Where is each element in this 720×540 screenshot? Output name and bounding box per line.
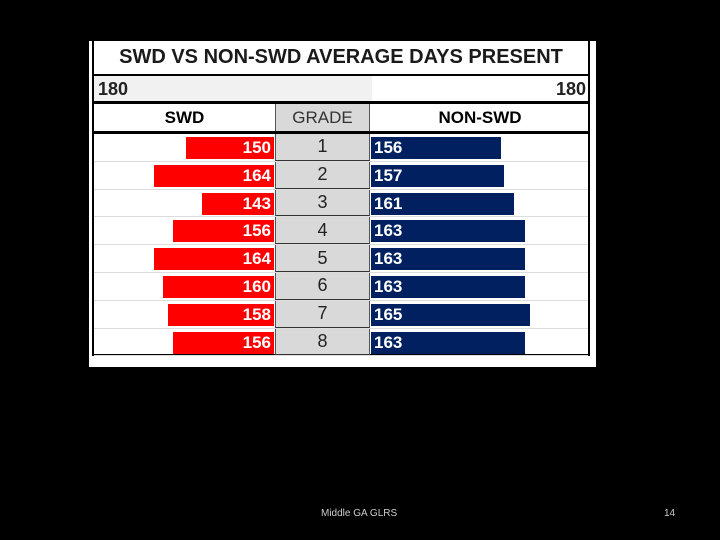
swd-bar: 164	[154, 164, 274, 187]
scale-right-max: 180	[555, 79, 586, 99]
grade-cell: 2	[275, 161, 370, 189]
non-swd-bar: 156	[371, 137, 501, 159]
scale-left-max: 180	[98, 79, 129, 99]
scale-row: 180 180	[94, 76, 588, 104]
table-row: 156 4 163	[94, 217, 588, 246]
column-header-row: SWD GRADE NON-SWD	[94, 104, 588, 134]
table-row: 150 1 156	[94, 134, 588, 162]
grade-cell: 6	[275, 272, 370, 300]
swd-bar: 158	[168, 303, 274, 326]
grade-cell: 3	[275, 189, 370, 217]
table-row: 160 6 163	[94, 272, 588, 301]
header-grade: GRADE	[275, 104, 370, 131]
header-swd: SWD	[164, 107, 205, 127]
swd-bar: 143	[202, 192, 274, 215]
swd-bar: 156	[173, 220, 274, 243]
grade-cell: 1	[275, 134, 370, 161]
non-swd-bar: 163	[371, 331, 525, 354]
grade-cell: 5	[275, 245, 370, 272]
non-swd-bar: 163	[371, 220, 525, 243]
swd-bar: 150	[186, 137, 274, 159]
non-swd-bar: 163	[371, 275, 525, 298]
page-number: 14	[664, 508, 676, 519]
swd-bar: 160	[163, 275, 274, 298]
swd-bar: 156	[173, 331, 274, 354]
table-row: 158 7 165	[94, 300, 588, 329]
table-row: 156 8 163	[94, 328, 588, 357]
table-row: 143 3 161	[94, 189, 588, 218]
chart-frame: SWD VS NON-SWD AVERAGE DAYS PRESENT 180 …	[92, 41, 590, 357]
grade-cell: 7	[275, 300, 370, 328]
chart-title: SWD VS NON-SWD AVERAGE DAYS PRESENT	[94, 41, 588, 76]
footer-text: Middle GA GLRS	[321, 508, 398, 519]
non-swd-bar: 161	[371, 192, 514, 215]
non-swd-bar: 157	[371, 164, 504, 187]
non-swd-bar: 165	[371, 303, 530, 326]
bar-rows: 150 1 156 164 2 157 143 3 161 156 4 163 164 5 163 160 6 1…	[94, 134, 588, 357]
non-swd-bar: 163	[371, 248, 525, 271]
chart-sheet: SWD VS NON-SWD AVERAGE DAYS PRESENT 180 …	[89, 41, 596, 367]
grade-cell: 8	[275, 328, 370, 356]
table-row: 164 5 163	[94, 245, 588, 273]
grade-cell: 4	[275, 217, 370, 245]
table-row: 164 2 157	[94, 161, 588, 190]
swd-bar: 164	[154, 248, 274, 271]
scale-left-bg	[94, 76, 372, 101]
header-non-swd: NON-SWD	[438, 107, 522, 127]
